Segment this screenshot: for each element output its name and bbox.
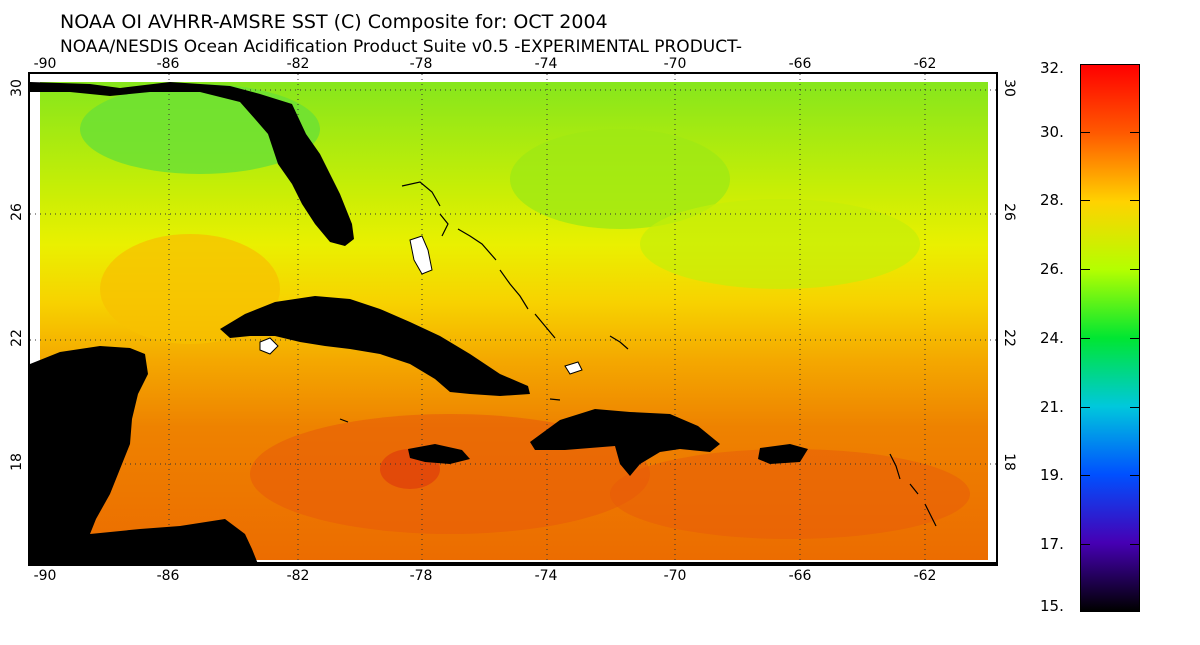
colorbar-tick: [1130, 269, 1140, 270]
lon-tick-bottom: -66: [788, 568, 812, 584]
lon-tick-bottom: -86: [156, 568, 180, 584]
lat-tick-left: 18: [8, 453, 25, 471]
colorbar-tick: [1080, 269, 1090, 270]
lon-tick-bottom: -90: [33, 568, 57, 584]
jamaica-island: [408, 444, 470, 464]
colorbar: [1080, 64, 1140, 612]
lon-tick-bottom: -70: [663, 568, 687, 584]
lat-tick-right: 26: [1000, 203, 1017, 221]
lat-tick-right: 18: [1000, 453, 1017, 471]
lon-tick-bottom: -78: [409, 568, 433, 584]
land: [30, 82, 996, 564]
colorbar-tick: [1080, 475, 1090, 476]
colorbar-tick: [1130, 475, 1140, 476]
puerto-rico-island: [758, 444, 808, 464]
lon-tick-top: -82: [286, 56, 310, 72]
colorbar-label: 28.: [1040, 191, 1064, 209]
colorbar-label: 17.: [1040, 535, 1064, 553]
cuba-island: [220, 296, 530, 396]
colorbar-tick: [1130, 338, 1140, 339]
colorbar-label: 30.: [1040, 123, 1064, 141]
lon-tick-top: -86: [156, 56, 180, 72]
colorbar-svg: [1081, 65, 1139, 611]
isla-juventud: [259, 337, 279, 355]
colorbar-tick: [1080, 200, 1090, 201]
lat-tick-left: 22: [8, 329, 25, 347]
sst-map-svg: [30, 74, 996, 564]
lon-tick-bottom: -82: [286, 568, 310, 584]
lat-tick-right: 22: [1000, 329, 1017, 347]
colorbar-tick: [1130, 544, 1140, 545]
andros-island: [409, 235, 433, 275]
warm-patch: [100, 234, 280, 344]
colorbar-label: 32.: [1040, 59, 1064, 77]
lon-tick-top: -70: [663, 56, 687, 72]
lat-tick-right: 30: [1000, 79, 1017, 97]
colorbar-tick: [1130, 200, 1140, 201]
colorbar-label: 21.: [1040, 398, 1064, 416]
colorbar-label: 15.: [1040, 597, 1064, 615]
lon-tick-top: -74: [534, 56, 558, 72]
inagua-island: [564, 361, 583, 375]
colorbar-tick: [1080, 544, 1090, 545]
colorbar-tick: [1130, 132, 1140, 133]
florida-landmass: [30, 82, 354, 246]
colorbar-tick: [1080, 407, 1090, 408]
colorbar-tick: [1080, 338, 1090, 339]
colorbar-label: 19.: [1040, 466, 1064, 484]
sst-map: [28, 72, 998, 566]
lat-tick-left: 30: [8, 79, 25, 97]
lon-tick-top: -78: [409, 56, 433, 72]
cool-patch: [640, 199, 920, 289]
island-outlines: [339, 181, 937, 527]
hot-patch: [610, 449, 970, 539]
chart-title: NOAA OI AVHRR-AMSRE SST (C) Composite fo…: [60, 11, 608, 33]
lon-tick-top: -62: [913, 56, 937, 72]
lat-tick-left: 26: [8, 203, 25, 221]
colorbar-tick: [1080, 132, 1090, 133]
lon-tick-bottom: -74: [534, 568, 558, 584]
colorbar-tick: [1130, 407, 1140, 408]
hispaniola-island: [530, 409, 720, 476]
chart-subtitle: NOAA/NESDIS Ocean Acidification Product …: [60, 37, 743, 57]
yucatan-landmass: [30, 346, 258, 564]
no-data-islands: [259, 235, 583, 375]
colorbar-label: 26.: [1040, 260, 1064, 278]
lon-tick-top: -90: [33, 56, 57, 72]
lon-tick-top: -66: [788, 56, 812, 72]
lon-tick-bottom: -62: [913, 568, 937, 584]
colorbar-label: 24.: [1040, 329, 1064, 347]
